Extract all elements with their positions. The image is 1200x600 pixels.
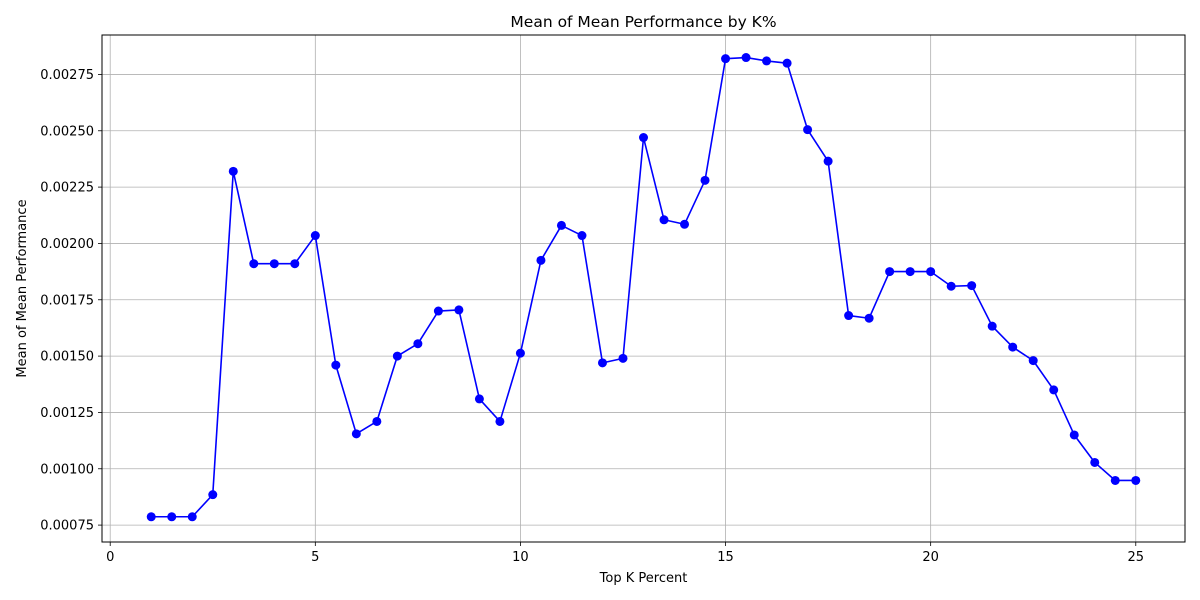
data-point <box>249 259 259 269</box>
data-point <box>269 259 279 269</box>
series-layer <box>146 53 1141 522</box>
y-tick-label: 0.00275 <box>40 68 94 83</box>
data-point <box>310 231 320 241</box>
data-point <box>495 416 505 426</box>
y-tick-label: 0.00150 <box>40 350 94 365</box>
data-point <box>721 54 731 64</box>
data-point <box>372 416 382 426</box>
data-point <box>1028 356 1038 366</box>
data-point <box>413 339 423 349</box>
data-point <box>1110 475 1120 485</box>
y-tick-label: 0.00125 <box>40 406 94 421</box>
data-point <box>967 281 977 291</box>
data-point <box>639 133 648 143</box>
x-tick-label: 15 <box>717 550 734 565</box>
data-point <box>351 429 361 439</box>
x-tick-label: 10 <box>512 550 529 565</box>
data-point <box>1090 457 1100 467</box>
y-tick-label: 0.00250 <box>40 124 94 139</box>
data-point <box>864 313 874 323</box>
y-tick-label: 0.00200 <box>40 237 94 252</box>
data-point <box>926 267 936 277</box>
data-point <box>680 219 690 229</box>
data-point <box>167 512 177 522</box>
data-point <box>844 311 854 321</box>
data-point <box>1131 475 1141 485</box>
x-tick-label: 0 <box>106 550 114 565</box>
data-point <box>556 220 566 230</box>
data-point <box>454 305 464 315</box>
data-point <box>577 231 587 241</box>
x-tick-label: 25 <box>1127 550 1144 565</box>
data-point <box>146 512 156 522</box>
data-point <box>433 306 443 316</box>
data-point <box>228 166 238 176</box>
data-point <box>187 512 197 522</box>
y-axis-title: Mean of Mean Performance <box>15 199 30 377</box>
data-point <box>515 348 525 358</box>
data-point <box>1069 430 1079 440</box>
data-point <box>474 394 484 404</box>
data-point <box>331 360 341 370</box>
x-axis-title: Top K Percent <box>599 571 688 586</box>
y-tick-label: 0.00175 <box>40 293 94 308</box>
data-point <box>905 267 915 277</box>
data-point <box>1008 342 1018 352</box>
data-point <box>946 281 956 291</box>
data-point <box>803 125 813 135</box>
data-point <box>392 351 402 361</box>
data-point <box>208 490 218 500</box>
data-point <box>290 259 300 269</box>
data-point <box>987 321 997 331</box>
plot-frame <box>101 34 1186 543</box>
data-point <box>782 58 792 68</box>
data-point <box>1049 385 1059 395</box>
data-point <box>762 56 772 66</box>
x-tick-label: 5 <box>311 550 319 565</box>
y-tick-label: 0.00100 <box>40 462 94 477</box>
data-point <box>885 267 895 277</box>
data-point <box>700 175 710 185</box>
chart-title: Mean of Mean Performance by K% <box>510 13 776 31</box>
y-tick-label: 0.00225 <box>40 181 94 196</box>
data-point <box>823 156 833 166</box>
data-point <box>536 255 546 265</box>
data-point <box>618 353 628 363</box>
data-point <box>741 53 751 63</box>
x-tick-label: 20 <box>922 550 939 565</box>
data-point <box>659 215 669 225</box>
axis-ticks: 0 5 10 15 20 25 0.00075 0.00100 0.00125 0.00150 0.… <box>40 68 1144 565</box>
y-tick-label: 0.00075 <box>40 519 94 534</box>
grid-lines <box>102 35 1185 542</box>
data-point <box>597 358 607 368</box>
